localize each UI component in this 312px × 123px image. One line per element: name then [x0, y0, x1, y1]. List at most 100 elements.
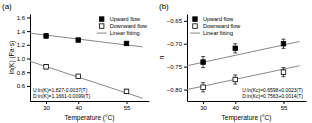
y-tick-label: 1.6 — [17, 15, 26, 21]
x-tick-label: 55 — [124, 105, 131, 111]
point — [76, 74, 81, 79]
x-tick: 40 — [75, 101, 82, 111]
error-bar — [233, 75, 237, 84]
y-tick-mark — [27, 86, 30, 87]
x-tick-label: 40 — [75, 105, 82, 111]
x-axis-line — [31, 101, 150, 102]
y-tick: −0.75 — [167, 64, 187, 70]
x-tick: 55 — [124, 101, 131, 111]
point — [201, 85, 206, 90]
y-axis-title: ln(K) (Pa·s) — [8, 41, 16, 74]
annotation-line: U:ln(Kc)=0.6598+0.0023(T) — [242, 87, 303, 93]
y-tick: 1.0 — [17, 56, 30, 62]
panel-title: (a) — [2, 2, 12, 11]
y-tick-label: −0.70 — [167, 41, 183, 47]
y-tick-mark — [27, 72, 30, 73]
point — [124, 89, 128, 94]
x-axis-line — [188, 101, 307, 102]
legend-item: Downward flow — [193, 23, 241, 29]
annotation-line: U:ln(K)=1.827-0.0037(T) — [33, 87, 88, 93]
y-tick: 1.2 — [17, 42, 30, 48]
fit-line — [187, 41, 300, 65]
chart-container: 30 40 55 0.6 0.8 1.0 1.2 1.4 1.6 Temperature (°C)… — [0, 0, 312, 123]
y-tick-label: 1.4 — [17, 29, 26, 35]
error-bar — [201, 57, 205, 68]
error-bar — [124, 42, 128, 45]
x-tick-mark — [283, 101, 284, 104]
y-tick: 0.6 — [17, 83, 30, 89]
point — [44, 34, 49, 39]
marks — [30, 33, 143, 98]
legend-line — [190, 33, 200, 34]
x-tick-label: 30 — [200, 105, 207, 111]
y-tick-mark — [184, 44, 187, 45]
legend-marker — [193, 17, 198, 22]
y-tick-label: 1.2 — [17, 42, 26, 48]
marks — [187, 39, 300, 92]
y-tick-label: −0.75 — [167, 64, 183, 70]
x-axis-title: Temperature (°C) — [222, 114, 272, 122]
error-bar — [281, 39, 285, 48]
legend-item: Upward flow — [99, 16, 140, 22]
chart-svg: 30 40 55 0.6 0.8 1.0 1.2 1.4 1.6 Temperature (°C)… — [0, 0, 312, 123]
panel-title: (b) — [159, 2, 169, 11]
error-bar — [281, 68, 285, 77]
y-tick-mark — [27, 31, 30, 32]
legend-label: Linear fitting — [203, 30, 233, 36]
y-tick: −0.65 — [167, 18, 187, 24]
x-axis-title: Temperature (°C) — [65, 114, 115, 122]
panel: 30 40 55 −0.80 −0.75 −0.70 −0.65 Temperature (°… — [158, 15, 307, 123]
x-tick-mark — [126, 101, 127, 104]
x-axis: 30 40 55 — [31, 101, 150, 111]
x-tick-label: 30 — [43, 105, 50, 111]
legend-item: Linear fitting — [97, 30, 140, 36]
y-tick: −0.80 — [167, 87, 187, 93]
annotation: U:ln(Kc)=0.6598+0.0023(T)D:ln(Kc)=0.7563… — [242, 87, 303, 100]
x-tick: 30 — [43, 101, 50, 111]
annotation-line: D:ln(Kc)=0.7563+0.0014(T) — [242, 93, 303, 99]
fit-line — [30, 61, 143, 98]
y-tick-mark — [27, 17, 30, 18]
y-tick-label: −0.80 — [167, 87, 183, 93]
annotation-line: D:ln(K)=1.1661-0.0099(T) — [33, 93, 90, 99]
error-bar — [76, 75, 80, 78]
legend-marker — [99, 24, 104, 29]
legend-label: Linear fitting — [110, 30, 140, 36]
x-axis: 30 40 55 — [188, 101, 307, 111]
x-tick-label: 55 — [281, 105, 288, 111]
legend-label: Upward flow — [203, 16, 233, 22]
y-tick-mark — [184, 90, 187, 91]
y-tick-label: 1.0 — [17, 56, 26, 62]
y-axis-title: n — [158, 55, 165, 59]
point — [233, 77, 238, 82]
y-axis-line — [30, 15, 31, 102]
panel: 30 40 55 0.6 0.8 1.0 1.2 1.4 1.6 Temperature (°C)… — [8, 15, 150, 123]
error-bar — [233, 44, 237, 53]
error-bar — [201, 83, 205, 92]
legend-item: Upward flow — [193, 16, 234, 22]
error-bar — [124, 89, 128, 93]
annotation: U:ln(K)=1.827-0.0037(T)D:ln(K)=1.1661-0.… — [33, 87, 90, 100]
legend-item: Linear fitting — [190, 30, 233, 36]
y-tick-mark — [184, 21, 187, 22]
error-bar — [76, 39, 80, 42]
error-bar — [44, 65, 48, 69]
y-tick-mark — [27, 45, 30, 46]
y-tick-mark — [27, 59, 30, 60]
x-tick: 30 — [200, 101, 207, 111]
x-tick-mark — [203, 101, 204, 104]
y-axis: 0.6 0.8 1.0 1.2 1.4 1.6 — [17, 15, 31, 102]
point — [124, 41, 128, 46]
x-tick: 40 — [232, 101, 239, 111]
y-tick-mark — [184, 67, 187, 68]
y-tick-label: 0.6 — [17, 83, 26, 89]
y-tick-label: −0.65 — [167, 18, 183, 24]
point — [76, 38, 81, 43]
y-tick: 0.8 — [17, 70, 30, 76]
legend-marker — [193, 24, 198, 29]
y-axis: −0.80 −0.75 −0.70 −0.65 — [167, 15, 188, 102]
y-tick-label: 0.8 — [17, 70, 26, 76]
point — [44, 64, 49, 69]
legend-item: Downward flow — [99, 23, 147, 29]
error-bar — [44, 34, 48, 38]
